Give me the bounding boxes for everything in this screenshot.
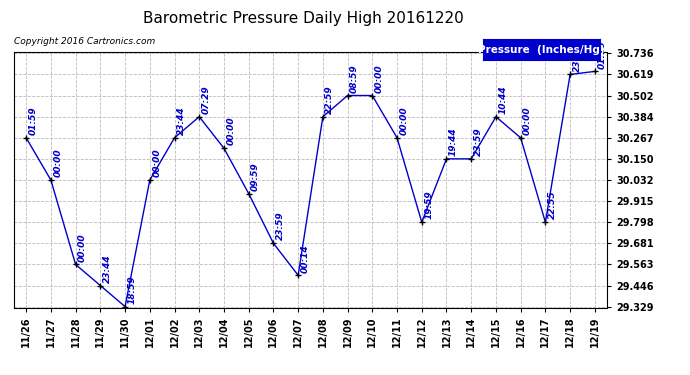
Text: Barometric Pressure Daily High 20161220: Barometric Pressure Daily High 20161220	[144, 11, 464, 26]
Text: 22:59: 22:59	[325, 86, 335, 114]
Text: 23:59: 23:59	[276, 212, 285, 240]
Text: 00:00: 00:00	[78, 233, 87, 262]
Text: 00:14: 00:14	[301, 244, 310, 273]
Text: 23:44: 23:44	[177, 106, 186, 135]
Text: 23:44: 23:44	[103, 254, 112, 283]
Text: Copyright 2016 Cartronics.com: Copyright 2016 Cartronics.com	[14, 38, 155, 46]
Text: 00:00: 00:00	[523, 106, 532, 135]
Text: 09:59: 09:59	[251, 162, 260, 191]
Text: 23:44: 23:44	[573, 43, 582, 72]
Text: 00:00: 00:00	[53, 148, 62, 177]
Text: 19:44: 19:44	[449, 128, 458, 156]
Text: Pressure  (Inches/Hg): Pressure (Inches/Hg)	[478, 45, 605, 55]
Text: 00:00: 00:00	[152, 148, 161, 177]
Text: 00:00: 00:00	[226, 117, 235, 146]
Text: 07:29: 07:29	[201, 86, 210, 114]
Text: 00:00: 00:00	[375, 64, 384, 93]
Text: 19:59: 19:59	[424, 191, 433, 219]
Text: 01:15: 01:15	[598, 40, 607, 69]
Text: 10:44: 10:44	[498, 86, 507, 114]
Text: 23:59: 23:59	[473, 128, 483, 156]
Text: 01:59: 01:59	[28, 106, 38, 135]
Text: 22:55: 22:55	[548, 191, 557, 219]
Text: 08:59: 08:59	[350, 64, 359, 93]
Text: 00:00: 00:00	[400, 106, 408, 135]
Text: 18:59: 18:59	[128, 275, 137, 304]
